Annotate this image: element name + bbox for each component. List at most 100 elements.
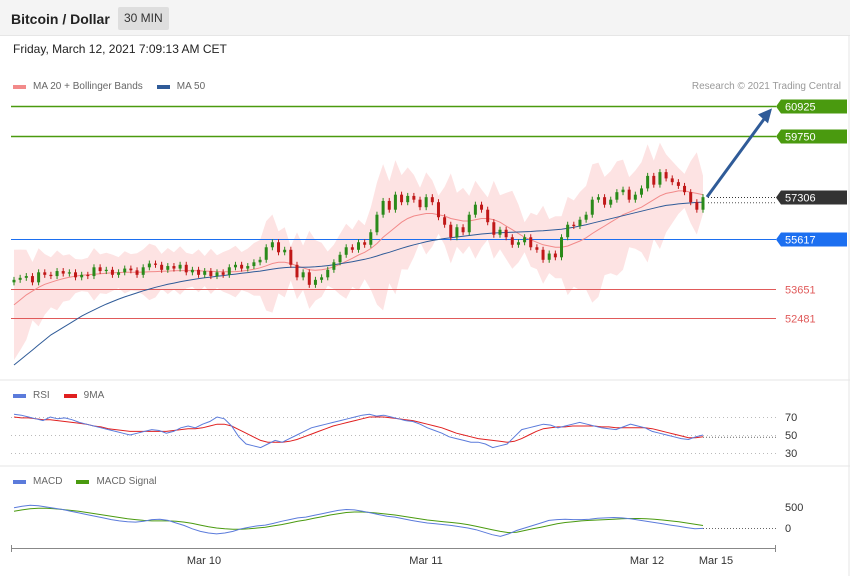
price-candle <box>375 211 379 236</box>
candle-body <box>61 271 65 274</box>
candle-body <box>153 263 157 265</box>
price-candle <box>443 214 447 228</box>
price-candle <box>701 194 705 213</box>
price-candle <box>535 244 539 253</box>
price-candle <box>24 273 28 281</box>
candle-body <box>676 182 680 186</box>
candle-body <box>283 249 287 253</box>
forecast-arrow-shaft <box>705 115 768 198</box>
level-tag-bg <box>776 232 847 247</box>
price-candle <box>560 234 564 261</box>
candle-body <box>658 172 662 185</box>
chart-header: Bitcoin / Dollar 30 MIN <box>0 0 850 36</box>
price-candle <box>92 264 96 280</box>
level-label-57306: 57306 <box>785 193 816 205</box>
candle-body <box>369 232 373 245</box>
timeframe-badge[interactable]: 30 MIN <box>118 7 169 30</box>
price-candle <box>129 265 133 274</box>
rsi-legend: RSI 9MA <box>13 390 104 401</box>
candle-body <box>516 242 520 245</box>
candle-body <box>590 199 594 215</box>
x-tick-label: Mar 10 <box>187 555 221 567</box>
candle-body <box>652 175 656 185</box>
price-candle <box>67 269 71 277</box>
price-candle <box>227 264 231 278</box>
candle-body <box>49 274 53 277</box>
macd-tick-label: 0 <box>785 523 791 535</box>
candle-body <box>123 268 127 273</box>
candle-body <box>227 267 231 275</box>
price-candle <box>658 169 662 188</box>
price-candle <box>117 269 121 278</box>
candle-body <box>443 217 447 225</box>
candle-body <box>584 214 588 220</box>
price-candle <box>295 261 299 281</box>
price-candle <box>344 244 348 258</box>
price-candle <box>412 192 416 203</box>
candle-body <box>129 268 133 271</box>
candle-body <box>393 194 397 210</box>
candle-body <box>504 229 508 238</box>
candle-body <box>117 272 121 275</box>
price-candle <box>307 269 311 288</box>
candle-body <box>43 272 47 275</box>
price-candle <box>74 269 78 281</box>
price-candle <box>369 229 373 248</box>
legend-signal-label: MACD Signal <box>96 476 157 487</box>
candle-body <box>603 197 607 205</box>
candle-body <box>74 272 78 278</box>
candle-body <box>80 274 84 278</box>
price-candle <box>578 216 582 229</box>
candle-body <box>572 224 576 226</box>
price-candle <box>584 211 588 223</box>
candle-body <box>529 237 533 248</box>
price-candle <box>387 197 391 213</box>
price-candle <box>480 201 484 213</box>
candle-body <box>67 272 71 274</box>
price-candle <box>252 259 256 270</box>
level-tag-57306: 57306 <box>776 190 847 205</box>
candle-body <box>449 224 453 238</box>
candle-body <box>320 277 324 280</box>
price-candle <box>166 263 170 273</box>
candle-body <box>246 266 250 269</box>
price-candle <box>178 261 182 272</box>
ma50-swatch <box>156 84 170 89</box>
level-tag-53651: 53651 <box>785 285 816 297</box>
price-candle <box>123 265 127 276</box>
price-candle <box>190 266 194 276</box>
price-candle <box>215 269 219 280</box>
price-candle <box>436 199 440 221</box>
level-label-53651: 53651 <box>785 285 816 297</box>
candle-body <box>566 224 570 238</box>
candle-body <box>541 249 545 260</box>
legend-rsi-label: RSI <box>33 390 50 401</box>
candle-body <box>486 209 490 223</box>
level-tag-bg <box>776 190 847 205</box>
price-candle <box>381 197 385 218</box>
price-candle <box>639 185 643 198</box>
rsi-line <box>13 413 704 449</box>
candle-body <box>560 237 564 258</box>
level-tag-55617: 55617 <box>776 232 847 247</box>
candle-body <box>307 272 311 285</box>
candle-body <box>141 267 145 275</box>
price-candle <box>572 221 576 229</box>
price-candle <box>86 271 90 280</box>
candle-body <box>498 229 502 235</box>
candle-body <box>424 197 428 208</box>
candle-body <box>92 267 96 277</box>
price-candle <box>350 244 354 253</box>
candle-body <box>436 202 440 218</box>
price-candle <box>147 260 151 271</box>
candle-body <box>523 237 527 243</box>
x-tick-label: Mar 12 <box>630 555 664 567</box>
candle-body <box>381 200 385 215</box>
rsi-swatch <box>13 393 26 398</box>
price-candle <box>221 269 225 278</box>
candle-body <box>683 185 687 193</box>
macd-signal-line <box>13 507 704 534</box>
candle-body <box>12 279 16 283</box>
candle-body <box>289 249 293 265</box>
